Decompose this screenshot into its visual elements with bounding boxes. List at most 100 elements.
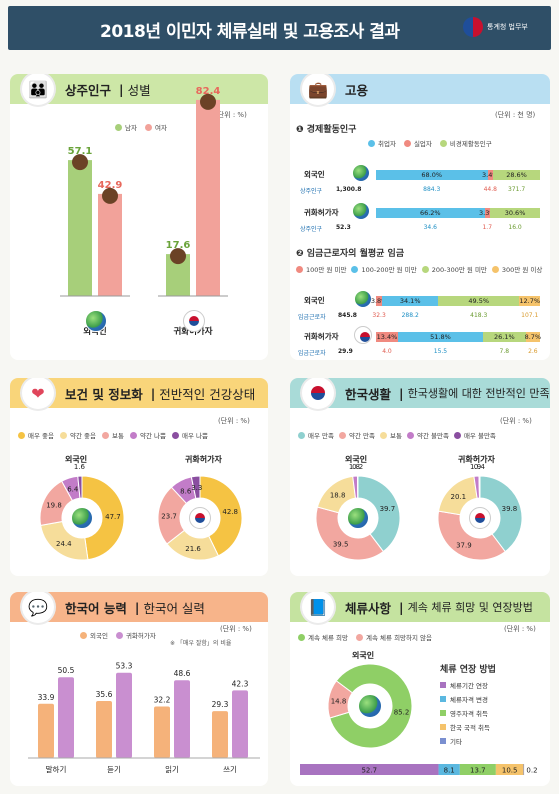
- korean-value-2-1: 48.6: [174, 669, 191, 678]
- health-subtitle: 전반적인 건강상태: [159, 386, 256, 402]
- segment-label: 66.2%: [419, 209, 441, 217]
- legend-wage-1: 100만 원 미만: [296, 264, 346, 274]
- globe-icon: [352, 164, 370, 182]
- briefcase-icon: 💼: [300, 74, 336, 107]
- total-label: 29.9: [338, 348, 353, 355]
- life-naturalized-value-1: 37.9: [456, 541, 472, 549]
- korean-bar-2-0: [154, 706, 170, 758]
- person-head-icon: [200, 93, 216, 110]
- method-bar-value-2: 13.7: [470, 767, 486, 775]
- legend-text: 약간 불만족: [416, 432, 449, 440]
- pop-bar-female-0: [98, 193, 122, 296]
- method-bar-2: [459, 764, 496, 775]
- method-bar-1: [438, 764, 460, 775]
- segment-label: 34.1%: [399, 297, 421, 305]
- korea-flag-icon: [183, 310, 205, 332]
- legend-item: 약간 불만족: [406, 430, 449, 440]
- korealife-legend: 매우 만족 약간 만족 보통 약간 불만족 매우 불만족: [298, 430, 496, 440]
- korean-category-3: 쓰기: [223, 765, 237, 774]
- korean-value-1-0: 35.6: [96, 690, 113, 699]
- korealife-title: 한국생활: [345, 386, 392, 402]
- person-head-icon: [102, 187, 118, 204]
- life-naturalized-value-2: 20.1: [451, 493, 467, 501]
- korea-flag-icon: [469, 507, 491, 529]
- wage-segment: 26.1%: [482, 332, 526, 342]
- life-naturalized-value-3: 1.9: [470, 463, 481, 471]
- legend-male: 남자: [115, 122, 137, 132]
- wage-segment: 51.8%: [397, 332, 483, 342]
- method-legend: 체류기간 연장 체류자격 변경 영주자격 취득 한국 국적 취득 기타: [440, 680, 490, 750]
- sub-label: 상주인구: [300, 226, 323, 233]
- health-foreign-value-4: 1.6: [74, 463, 86, 471]
- korean-value-0-0: 33.9: [38, 693, 55, 702]
- korea-flag-icon: [300, 378, 336, 411]
- total-label: 1,300.8: [336, 186, 362, 193]
- legend-inactive: 비경제활동인구: [439, 138, 492, 148]
- legend-swatch: [129, 431, 137, 439]
- korean-category-2: 읽기: [165, 765, 179, 774]
- life-foreign-value-0: 39.7: [380, 505, 396, 513]
- korean-note: ※ 「매우 잘함」의 비율: [170, 640, 232, 647]
- segment-label: 3.4%: [482, 171, 499, 179]
- population-legend: 남자 여자: [115, 122, 167, 132]
- method-swatch: [440, 710, 446, 716]
- employment-panel: 고용 💼 (단위 : 천 명) ❶ 경제활동인구 취업자 실업자 비경제활동인구…: [290, 74, 550, 360]
- method-bar-value-1: 8.1: [444, 767, 455, 775]
- globe-icon: [71, 507, 93, 529]
- korean-panel: 한국어 능력 | 한국어 실력 💬 (단위 : %) 외국인 귀화허가자 ※ 「매우…: [10, 592, 268, 786]
- stay-legend: 계속 체류 희망 계속 체류 희망하지 않음: [298, 632, 432, 642]
- legend-text: 약간 나쁨: [139, 432, 166, 440]
- legend-swatch: [102, 431, 109, 439]
- legend-swatch: [60, 431, 67, 439]
- method-swatch: [440, 738, 446, 744]
- legend-foreign: 외국인: [80, 630, 108, 640]
- legend-stay-yes: 계속 체류 희망: [298, 632, 348, 642]
- method-item: 체류기간 연장: [440, 680, 490, 690]
- korean-value-2-0: 32.2: [154, 695, 171, 704]
- wage-segment: 3.8%: [371, 296, 387, 306]
- segment-label: 3.8%: [370, 297, 388, 305]
- life-foreign-value-3: 1.8: [349, 463, 360, 471]
- korean-legend: 외국인 귀화허가자: [80, 630, 156, 640]
- stay-donut-value-0: 85.2: [394, 709, 410, 717]
- legend-wage-2: 100-200만 원 미만: [351, 264, 417, 274]
- stay-chart: 85.2 14.8 52.7 8.1 13.7 10.5 0.2: [300, 663, 538, 775]
- method-label: 한국 국적 취득: [450, 724, 491, 732]
- health-naturalized-value-4: 3.3: [191, 484, 202, 492]
- count-label: 16.0: [508, 224, 522, 231]
- segment-label: 30.6%: [504, 209, 526, 217]
- legend-text: 보통: [390, 432, 402, 440]
- count-label: 44.8: [483, 186, 497, 193]
- method-bar-value-0: 52.7: [361, 767, 377, 775]
- korean-bar-1-0: [96, 701, 112, 758]
- health-naturalized-value-2: 23.7: [161, 513, 177, 521]
- person-head-icon: [72, 154, 88, 171]
- legend-naturalized: 귀화허가자: [115, 630, 156, 640]
- pop-bar-female-1: [196, 99, 220, 296]
- korean-value-3-0: 29.3: [212, 700, 229, 709]
- method-label: 체류기간 연장: [450, 682, 488, 690]
- korean-bar-3-1: [232, 690, 248, 758]
- sec2-legend: 100만 원 미만 100-200만 원 미만 200-300만 원 미만 30…: [296, 264, 542, 274]
- wage-row-label: 외국인: [304, 296, 325, 305]
- method-label: 체류자격 변경: [450, 696, 488, 704]
- wage-row-label: 귀화허가자: [304, 332, 339, 341]
- health-foreign-value-0: 47.7: [105, 513, 121, 521]
- korealife-subtitle: 한국생활에 대한 전반적인 만족도: [407, 387, 550, 400]
- population-panel: 상주인구 | 성별 👪 (단위 : %) 남자 여자 57.1 42.9 외국인 17.6…: [10, 74, 268, 360]
- header-banner: 2018년 이민자 체류실태 및 고용조사 결과 통계청 법무부: [8, 6, 551, 50]
- korean-category-0: 말하기: [46, 764, 67, 774]
- legend-item: 약간 좋음: [60, 430, 96, 440]
- segment-label: 68.0%: [421, 171, 443, 179]
- legend-swatch: [339, 431, 346, 439]
- globe-icon: [85, 310, 107, 332]
- heart-icon: ❤: [20, 378, 56, 411]
- wage-segment: 12.7%: [519, 296, 541, 306]
- method-bar-3: [495, 764, 524, 775]
- health-naturalized-value-3: 8.6: [180, 487, 192, 495]
- korean-value-3-1: 42.3: [232, 679, 249, 688]
- employment-title: 고용: [345, 82, 369, 98]
- total-label: 52.3: [336, 224, 351, 231]
- emp-segment: 28.6%: [493, 170, 540, 180]
